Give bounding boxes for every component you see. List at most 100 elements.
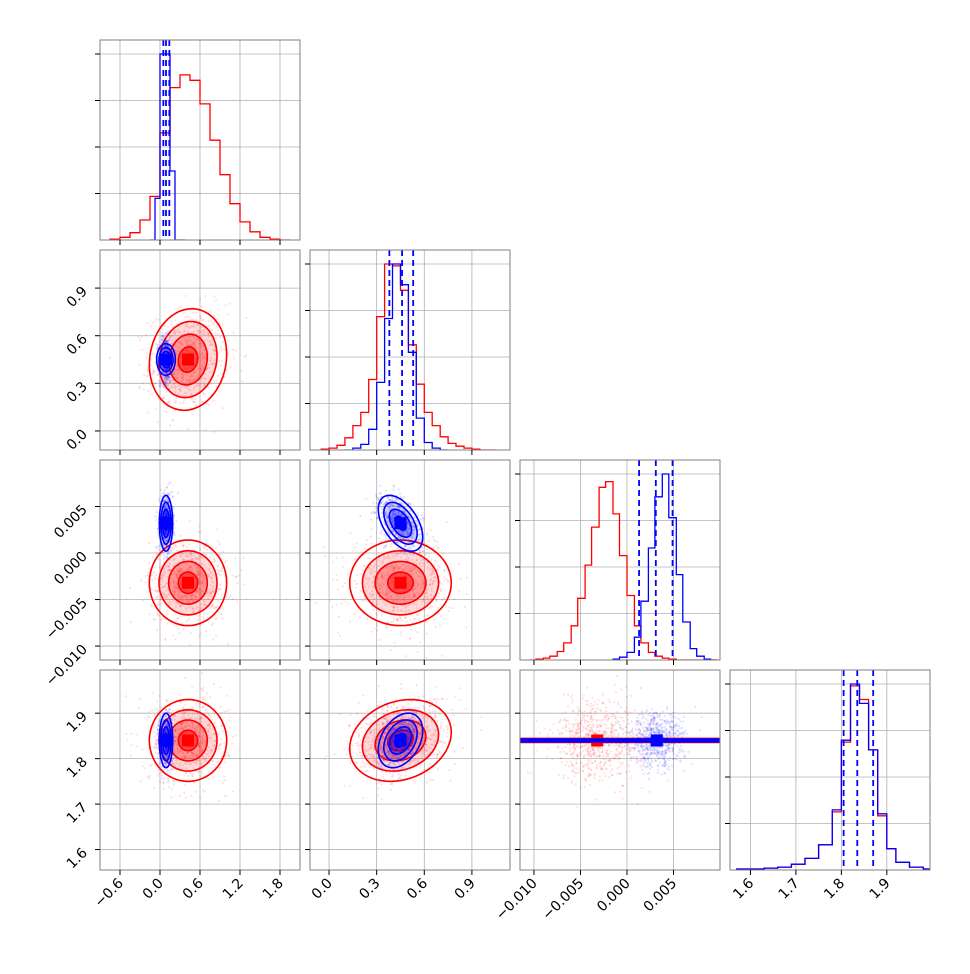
scatter-point: [149, 613, 151, 615]
scatter-point: [370, 519, 372, 521]
scatter-point: [161, 341, 163, 343]
scatter-point: [162, 381, 164, 383]
scatter-point: [356, 542, 358, 544]
scatter-point: [153, 787, 155, 789]
scatter-point: [390, 649, 392, 651]
scatter-point: [336, 579, 338, 581]
scatter-point: [359, 616, 361, 618]
scatter-point: [227, 340, 229, 342]
scatter-point: [439, 625, 441, 627]
scatter-point: [441, 655, 443, 657]
scatter-point: [235, 576, 237, 578]
scatter-point: [177, 492, 179, 494]
scatter-point: [161, 335, 163, 337]
scatter-point: [154, 714, 156, 716]
scatter-point: [154, 382, 156, 384]
scatter-point: [157, 421, 159, 423]
scatter-point: [156, 552, 158, 554]
scatter-point: [149, 384, 151, 386]
scatter-point: [399, 493, 401, 495]
scatter-point: [145, 581, 147, 583]
scatter-point: [428, 556, 430, 558]
scatter-point: [366, 539, 368, 541]
scatter-point: [172, 780, 174, 782]
scatter-point: [139, 339, 141, 341]
scatter-point: [187, 428, 189, 430]
scatter-point: [222, 324, 224, 326]
scatter-point: [162, 379, 164, 381]
panel-background: [730, 670, 930, 870]
scatter-point: [148, 542, 150, 544]
scatter-point: [176, 354, 178, 356]
scatter-point: [154, 619, 156, 621]
scatter-point: [146, 374, 148, 376]
scatter-point: [347, 603, 349, 605]
density-peak-blue: [394, 517, 406, 529]
scatter-point: [228, 727, 230, 729]
panel-background: [310, 250, 510, 450]
scatter-point: [336, 604, 338, 606]
scatter-point: [419, 549, 421, 551]
scatter-point: [208, 778, 210, 780]
scatter-point: [419, 641, 421, 643]
scatter-point: [341, 557, 343, 559]
scatter-point: [158, 341, 160, 343]
scatter-point: [421, 514, 423, 516]
scatter-point: [204, 295, 206, 297]
scatter-point: [156, 511, 158, 513]
scatter-point: [427, 541, 429, 543]
scatter-point: [227, 752, 229, 754]
scatter-point: [446, 521, 448, 523]
scatter-point: [130, 754, 132, 756]
scatter-point: [221, 618, 223, 620]
scatter-point: [342, 585, 344, 587]
scatter-point: [145, 717, 147, 719]
scatter-point: [155, 546, 157, 548]
scatter-point: [163, 554, 165, 556]
scatter-point: [466, 577, 468, 579]
scatter-point: [172, 495, 174, 497]
scatter-point: [419, 552, 421, 554]
scatter-point: [162, 493, 164, 495]
scatter-point: [408, 557, 410, 559]
scatter-point: [224, 779, 226, 781]
scatter-point: [157, 769, 159, 771]
scatter-point: [168, 566, 170, 568]
scatter-point: [371, 543, 373, 545]
scatter-point: [164, 337, 166, 339]
scatter-point: [177, 307, 179, 309]
scatter-point: [336, 557, 338, 559]
scatter-point: [151, 764, 153, 766]
scatter-point: [201, 305, 203, 307]
scatter-point: [205, 630, 207, 632]
scatter-point: [215, 634, 217, 636]
scatter-point: [171, 343, 173, 345]
scatter-point: [458, 563, 460, 565]
scatter-point: [234, 350, 236, 352]
scatter-point: [162, 384, 164, 386]
scatter-point: [380, 492, 382, 494]
scatter-point: [189, 520, 191, 522]
scatter-point: [179, 795, 181, 797]
scatter-point: [146, 352, 148, 354]
scatter-point: [169, 558, 171, 560]
scatter-point: [432, 536, 434, 538]
scatter-point: [385, 540, 387, 542]
scatter-point: [163, 489, 165, 491]
scatter-point: [225, 795, 227, 797]
scatter-point: [143, 389, 145, 391]
density-peak-blue: [160, 517, 172, 529]
scatter-point: [377, 625, 379, 627]
scatter-point: [352, 549, 354, 551]
scatter-point: [235, 734, 237, 736]
panel-0-0: [100, 40, 300, 240]
scatter-point: [403, 552, 405, 554]
scatter-point: [213, 431, 215, 433]
scatter-point: [222, 608, 224, 610]
scatter-point: [393, 485, 395, 487]
scatter-point: [148, 568, 150, 570]
scatter-point: [231, 574, 233, 576]
scatter-point: [329, 599, 331, 601]
scatter-point: [161, 377, 163, 379]
